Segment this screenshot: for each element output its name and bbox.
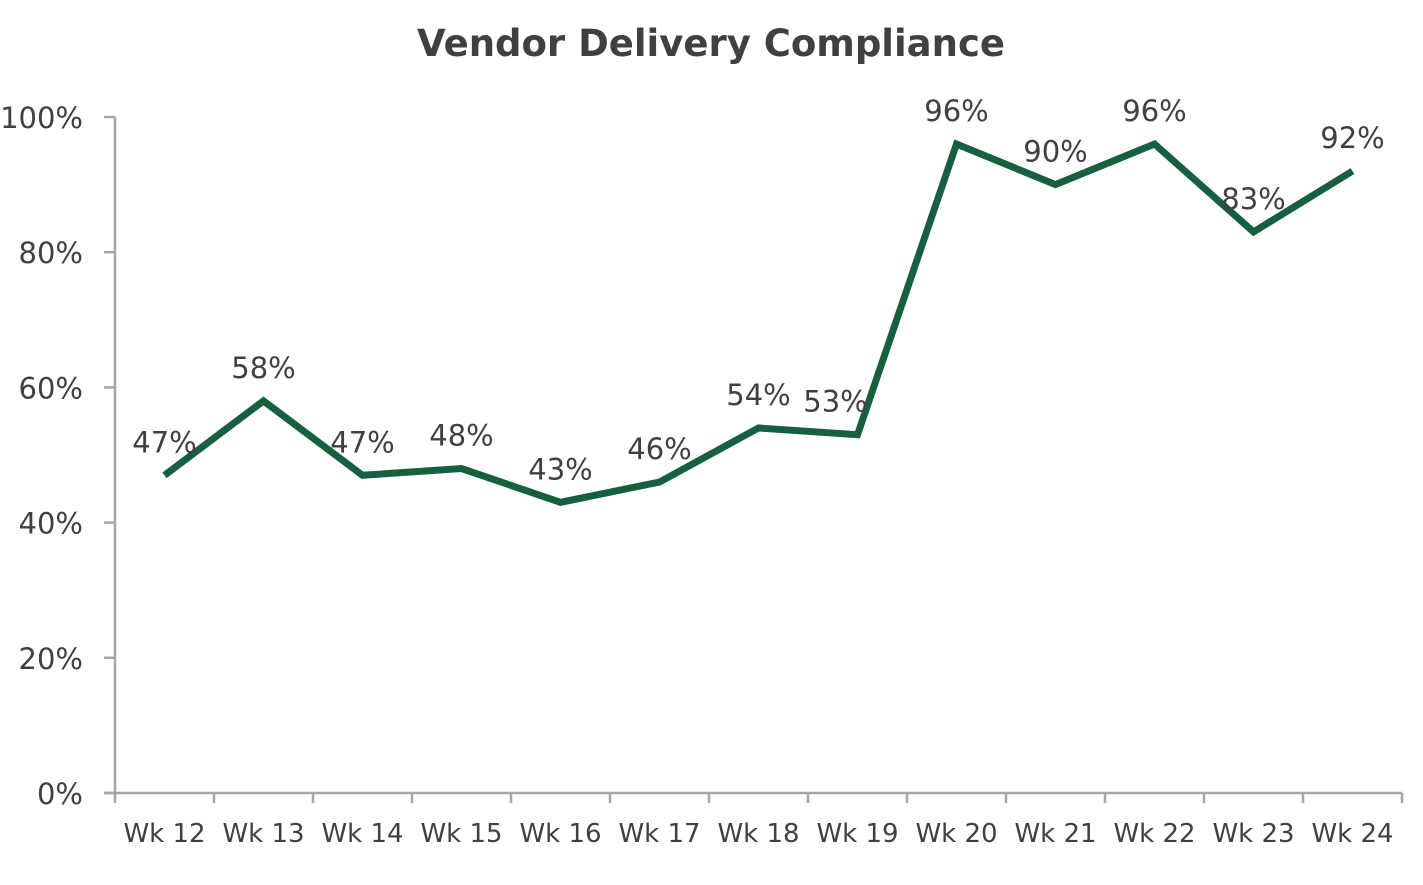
data-label: 43%	[528, 452, 592, 486]
data-label: 83%	[1221, 182, 1285, 216]
x-tick-label: Wk 24	[1311, 819, 1393, 849]
x-tick-label: Wk 23	[1212, 819, 1294, 849]
data-label: 54%	[726, 378, 790, 412]
data-label: 53%	[803, 385, 867, 419]
y-tick-label: 0%	[37, 777, 83, 811]
data-label: 48%	[429, 419, 493, 453]
y-tick-label: 20%	[19, 642, 83, 676]
data-label: 92%	[1320, 121, 1384, 155]
axes: 0% 20% 40% 60% 80% 100% Wk 12 Wk 13 Wk 14 Wk 15 Wk…	[0, 101, 1404, 849]
x-tick-label: Wk 18	[717, 819, 799, 849]
x-tick-label: Wk 21	[1014, 819, 1096, 849]
data-label: 58%	[231, 351, 295, 385]
x-tick-label: Wk 20	[915, 819, 997, 849]
y-tick-label: 100%	[0, 101, 83, 135]
y-tick-label: 40%	[19, 507, 83, 541]
x-tick-label: Wk 15	[420, 819, 502, 849]
x-tick-label: Wk 13	[222, 819, 304, 849]
x-tick-label: Wk 22	[1113, 819, 1195, 849]
data-label: 96%	[1122, 94, 1186, 128]
x-tick-label: Wk 12	[123, 819, 205, 849]
y-tick-label: 60%	[19, 371, 83, 405]
data-label: 90%	[1023, 135, 1087, 169]
x-tick-label: Wk 16	[519, 819, 601, 849]
data-label: 96%	[924, 94, 988, 128]
x-tick-label: Wk 17	[618, 819, 700, 849]
y-tick-label: 80%	[19, 236, 83, 270]
chart-title: Vendor Delivery Compliance	[417, 22, 1005, 65]
data-label: 46%	[627, 432, 691, 466]
data-label: 47%	[132, 425, 196, 459]
series-group	[162, 139, 1355, 506]
x-tick-label: Wk 19	[816, 819, 898, 849]
data-label: 47%	[330, 425, 394, 459]
data-labels: 47% 58% 47% 48% 43% 46% 54% 53% 96% 90% 96% 83% 92%	[132, 94, 1384, 486]
x-tick-label: Wk 14	[321, 819, 403, 849]
